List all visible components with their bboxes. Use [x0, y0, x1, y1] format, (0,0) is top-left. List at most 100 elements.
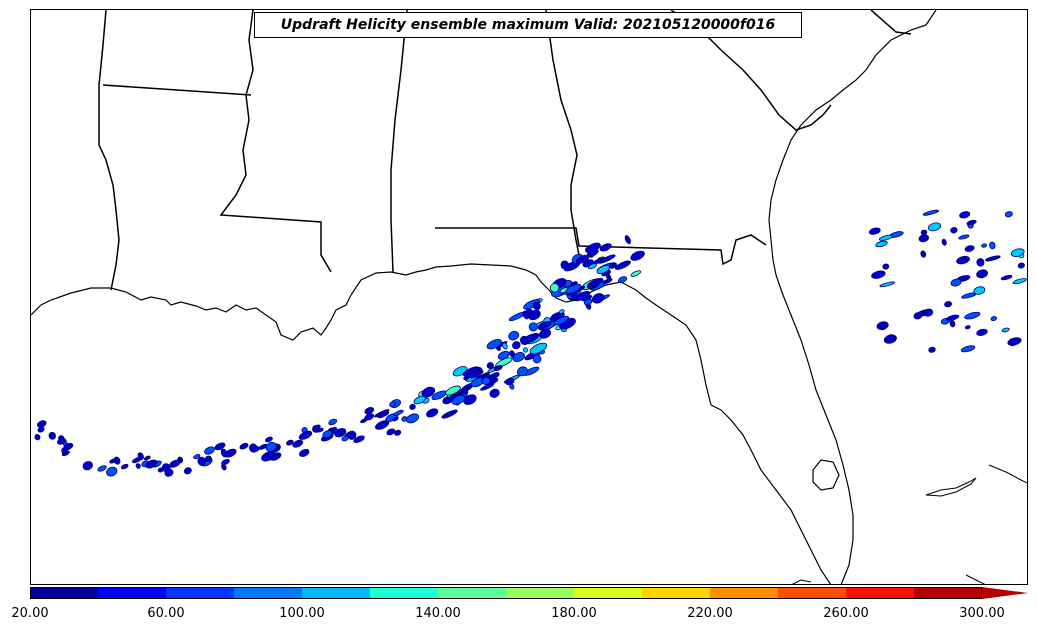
helicity-cell [286, 439, 294, 446]
helicity-cell [553, 315, 570, 326]
helicity-cell [331, 426, 338, 434]
helicity-cell [468, 369, 482, 379]
helicity-cell [61, 450, 70, 457]
helicity-cell [204, 446, 215, 455]
helicity-cell [512, 341, 521, 350]
helicity-cell [239, 442, 249, 450]
colorbar-ticks: 20.00 60.00 100.00 140.00 180.00 220.00 … [0, 606, 1037, 624]
helicity-cell [532, 354, 542, 364]
helicity-cell [394, 429, 402, 436]
helicity-cell [82, 461, 93, 471]
helicity-cell [560, 260, 570, 270]
helicity-cell [950, 227, 958, 234]
helicity-cell [374, 409, 390, 418]
colorbar-segment [370, 587, 439, 599]
florida-keys [791, 574, 986, 584]
colorbar-tick-label: 260.00 [823, 606, 869, 621]
helicity-cell [480, 382, 495, 391]
helicity-cell [549, 283, 560, 293]
helicity-cell [120, 463, 129, 470]
gulf-coastline [31, 263, 832, 584]
helicity-cell [538, 320, 552, 329]
colorbar-segment [778, 587, 847, 599]
helicity-cell [603, 278, 613, 285]
al-fl-border [435, 227, 767, 266]
helicity-cell [392, 416, 399, 422]
helicity-cell [495, 357, 513, 368]
helicity-cell [587, 263, 598, 270]
helicity-cell [985, 255, 1001, 262]
helicity-cell [353, 435, 365, 443]
helicity-cell [871, 270, 886, 279]
helicity-cell [486, 339, 502, 350]
helicity-cell [966, 219, 977, 226]
helicity-cell [389, 401, 396, 408]
helicity-cell [299, 449, 310, 457]
helicity-cell [463, 394, 477, 405]
helicity-cell [596, 265, 610, 274]
helicity-cell [599, 243, 612, 252]
colorbar-extend-arrow [982, 587, 1028, 599]
colorbar-segment [846, 587, 915, 599]
tx-la-border [98, 10, 120, 291]
colorbar-segment [302, 587, 371, 599]
helicity-cell [204, 455, 212, 462]
helicity-cell [868, 227, 881, 235]
colorbar-segment [438, 587, 507, 599]
helicity-cell [261, 451, 276, 462]
helicity-cell [48, 431, 56, 440]
helicity-cell [630, 250, 645, 261]
colorbar [30, 587, 1028, 599]
helicity-cell [879, 281, 895, 288]
florida-east-coastline [768, 10, 937, 584]
helicity-cell [878, 234, 893, 241]
helicity-cell [328, 418, 338, 426]
helicity-cell [131, 456, 142, 464]
helicity-cell [489, 388, 500, 398]
helicity-cell [488, 372, 500, 380]
helicity-cell [508, 330, 520, 341]
helicity-cell [183, 467, 192, 475]
helicity-cell [989, 241, 996, 250]
helicity-cell [558, 309, 565, 314]
helicity-cell [539, 350, 546, 355]
colorbar-segments [30, 587, 1028, 599]
helicity-cell [614, 260, 631, 270]
map-canvas [31, 10, 1027, 584]
colorbar-tick-label: 220.00 [687, 606, 733, 621]
helicity-cell [1000, 275, 1013, 281]
helicity-cell [885, 334, 896, 343]
helicity-cell [941, 238, 947, 246]
helicity-cell [565, 283, 582, 294]
colorbar-segment [914, 587, 983, 599]
helicity-cell [143, 455, 151, 461]
la-ms-border [219, 10, 332, 273]
helicity-cell [451, 394, 466, 405]
helicity-cell [879, 324, 886, 331]
helicity-cell [193, 454, 201, 460]
helicity-cell [421, 386, 436, 398]
colorbar-tick-label: 60.00 [147, 606, 185, 621]
helicity-cell [990, 316, 997, 322]
helicity-cell [630, 270, 642, 277]
helicity-cell [512, 352, 525, 363]
colorbar-segment [166, 587, 235, 599]
colorbar-segment [234, 587, 303, 599]
helicity-cell [591, 293, 605, 304]
colorbar-tick-label: 140.00 [415, 606, 461, 621]
helicity-cell [528, 322, 538, 332]
helicity-cell [882, 263, 890, 270]
map-frame [30, 9, 1028, 585]
helicity-cell [1012, 278, 1027, 285]
helicity-cell [426, 408, 439, 418]
bahamas-outline [925, 477, 977, 497]
helicity-cell [1017, 262, 1025, 269]
ga-sc-border [670, 10, 832, 131]
helicity-cell [923, 308, 934, 317]
helicity-cell [214, 442, 226, 451]
colorbar-segment [30, 587, 99, 599]
helicity-cell [164, 468, 174, 477]
helicity-cell [976, 269, 988, 279]
helicity-cell [958, 234, 970, 240]
helicity-cell [956, 255, 970, 265]
